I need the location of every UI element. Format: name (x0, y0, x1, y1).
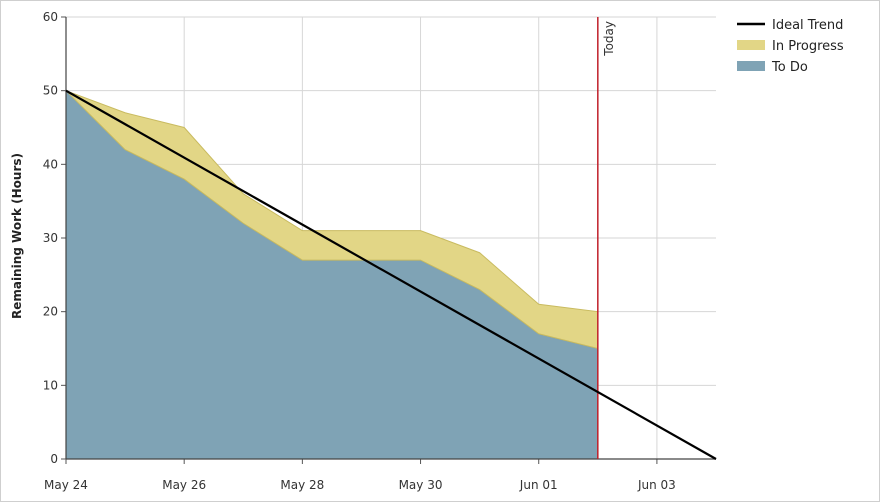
y-tick-label: 20 (43, 305, 58, 319)
ideal-trend-series (65, 89, 717, 460)
legend-label: Ideal Trend (772, 18, 843, 33)
today-marker: Today (597, 17, 616, 459)
x-tick-label: Jun 03 (637, 478, 676, 492)
y-tick-label: 30 (43, 231, 58, 245)
ideal-trend-line (65, 89, 717, 460)
y-tick-label: 10 (43, 378, 58, 392)
legend-label: In Progress (772, 39, 844, 54)
y-axis-label: Remaining Work (Hours) (10, 153, 24, 319)
x-tick-label: May 28 (280, 478, 324, 492)
x-tick-label: Jun 01 (519, 478, 558, 492)
x-tick-label: May 26 (162, 478, 206, 492)
y-tick-label: 50 (43, 84, 58, 98)
x-tick-label: May 30 (399, 478, 443, 492)
area-series (65, 89, 599, 460)
y-tick-label: 60 (43, 10, 58, 24)
y-tick-label: 40 (43, 157, 58, 171)
legend-swatch-to-do (737, 61, 765, 71)
today-label: Today (602, 21, 616, 57)
x-tick-label: May 24 (44, 478, 88, 492)
legend: Ideal Trend In Progress To Do (737, 18, 844, 75)
legend-label: To Do (771, 60, 808, 75)
y-tick-label: 0 (50, 452, 58, 466)
legend-swatch-in-progress (737, 40, 765, 50)
tick-labels: 0 10 20 30 40 50 60 May 24 May 26 May 28 May 30 Jun… (43, 10, 676, 492)
